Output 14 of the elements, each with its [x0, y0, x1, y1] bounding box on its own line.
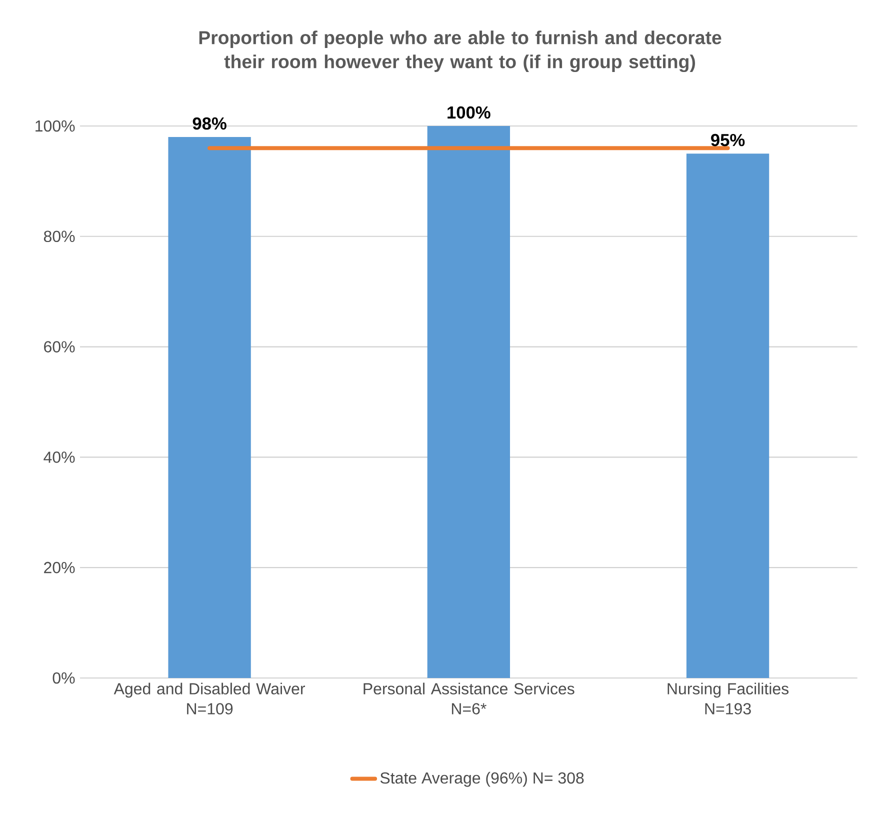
y-tick-label: 100%	[36, 120, 75, 132]
x-tick-label: Nursing Facilities N=193	[668, 682, 789, 714]
data-label: 98%	[192, 117, 226, 130]
y-tick-label: 0%	[52, 672, 75, 684]
legend-label: State Average (96%) N= 308	[380, 772, 584, 787]
data-label: 100%	[448, 106, 490, 119]
y-tick-label: 20%	[44, 562, 75, 574]
x-tick-label: Aged and Disabled Waiver N=109	[114, 682, 306, 714]
chart-title: Proportion of people who are able to furnish and decorate their room however they want to (if in group setting)	[199, 30, 722, 72]
data-label: 95%	[711, 134, 745, 146]
y-tick-label: 40%	[44, 452, 75, 463]
x-tick-label: Personal Assistance Services N=6*	[364, 682, 574, 714]
y-tick-label: 80%	[44, 230, 75, 242]
y-tick-label: 60%	[44, 341, 75, 352]
